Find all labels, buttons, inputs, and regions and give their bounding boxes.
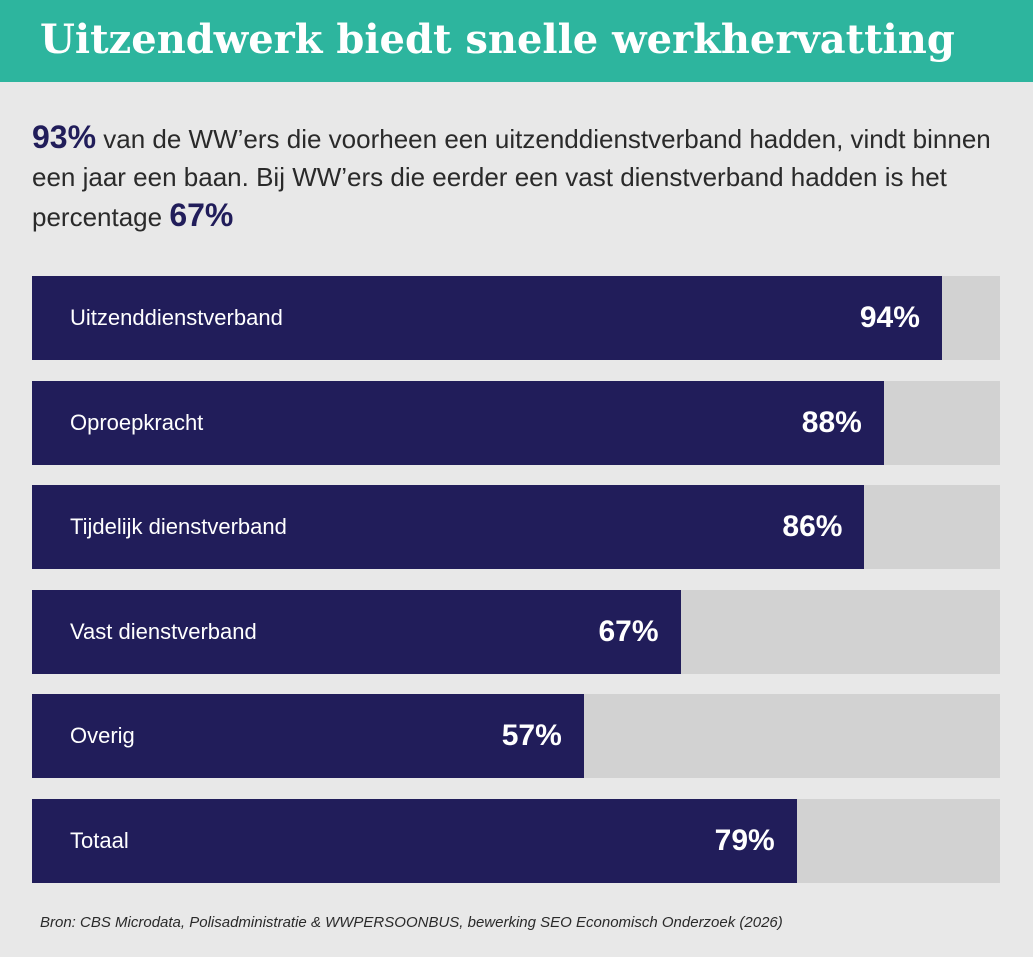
page-title: Uitzendwerk biedt snelle werkhervatting [40,16,955,63]
bar: Totaal 79% [32,799,797,883]
bar-category-label: Totaal [70,828,129,853]
bar-track: Totaal 79% [32,799,1000,883]
bar-track: Vast dienstverband 67% [32,590,1000,674]
bar: Vast dienstverband 67% [32,590,681,674]
bar-value-label: 67% [598,615,659,648]
header-banner: Uitzendwerk biedt snelle werkhervatting [0,0,1033,82]
bar: Uitzenddienstverband 94% [32,276,942,360]
intro-highlight-vast: 67% [169,197,234,233]
bar-category-label: Overig [70,723,135,748]
intro-highlight-uitzend: 93% [32,119,97,155]
bar-category-label: Vast dienstverband [70,619,257,644]
bar-category-label: Oproepkracht [70,410,204,435]
bar-track: Tijdelijk dienstverband 86% [32,485,1000,569]
bar-value-label: 57% [501,719,562,752]
bar-track: Overig 57% [32,694,1000,778]
bar-track: Uitzenddienstverband 94% [32,276,1000,360]
bar-value-label: 86% [782,510,843,543]
bar-value-label: 79% [714,824,775,857]
bar: Overig 57% [32,694,584,778]
bar-value-label: 88% [801,406,862,439]
bar-value-label: 94% [859,301,920,334]
bar: Tijdelijk dienstverband 86% [32,485,865,569]
bar: Oproepkracht 88% [32,381,884,465]
intro-text: 93% van de WW’ers die voorheen een uitze… [32,118,1002,236]
bar-category-label: Uitzenddienstverband [70,305,283,330]
bar-track: Oproepkracht 88% [32,381,1000,465]
bar-category-label: Tijdelijk dienstverband [70,514,287,539]
source-note: Bron: CBS Microdata, Polisadministratie … [40,914,783,931]
intro-body: van de WW’ers die voorheen een uitzenddi… [32,124,991,232]
